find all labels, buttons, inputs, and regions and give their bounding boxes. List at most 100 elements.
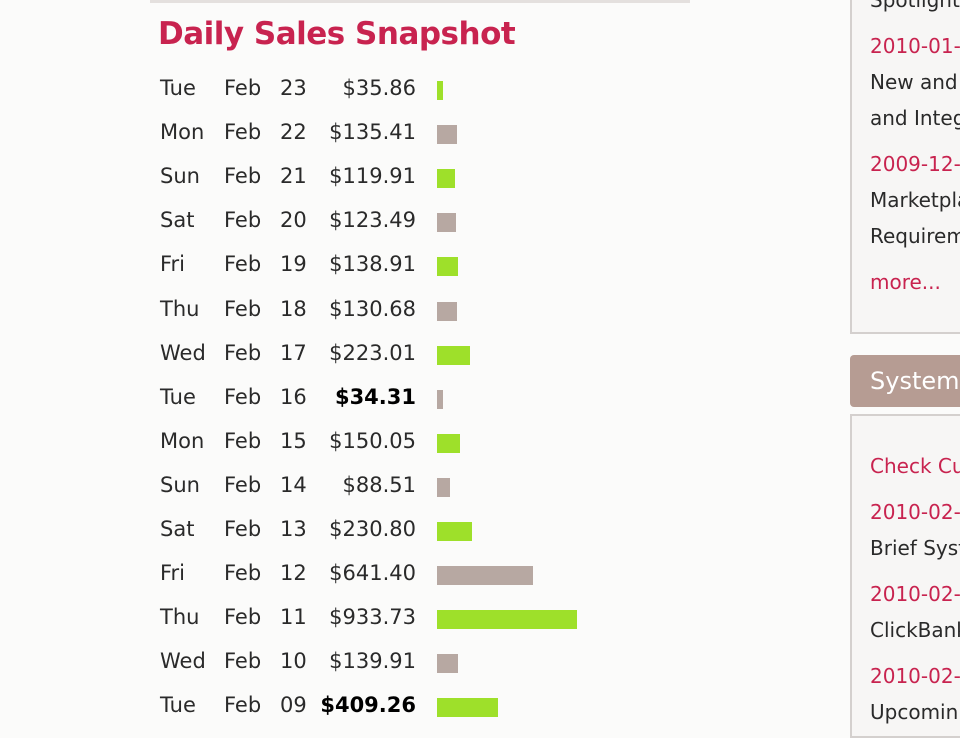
date: 09 xyxy=(280,693,307,718)
sales-row: Wed Feb 10 $139.91 xyxy=(160,649,610,679)
date: 11 xyxy=(280,605,307,630)
sales-bar xyxy=(437,566,534,586)
sidebar-link[interactable]: 2010-02- xyxy=(870,500,960,524)
date: 19 xyxy=(280,252,307,277)
sidebar-text: Marketpla xyxy=(870,188,960,212)
sales-row: Fri Feb 19 $138.91 xyxy=(160,252,610,282)
sales-row: Tue Feb 09 $409.26 xyxy=(160,693,610,723)
amount: $119.91 xyxy=(329,164,416,189)
date: 16 xyxy=(280,384,307,409)
amount: $34.31 xyxy=(334,384,416,409)
month: Feb xyxy=(224,693,262,718)
sales-bar xyxy=(437,389,443,409)
date: 20 xyxy=(280,208,307,233)
amount: $641.40 xyxy=(329,561,416,586)
amount: $139.91 xyxy=(329,649,416,674)
sales-row: Thu Feb 18 $130.68 xyxy=(160,297,610,327)
sales-row: Sat Feb 13 $230.80 xyxy=(160,517,610,547)
sales-row: Thu Feb 11 $933.73 xyxy=(160,605,610,635)
sidebar-text: Requirem xyxy=(870,224,960,248)
amount: $933.73 xyxy=(329,605,416,630)
page-title: Daily Sales Snapshot xyxy=(158,16,516,52)
date: 23 xyxy=(280,76,307,100)
day: Tue xyxy=(160,76,196,100)
date: 21 xyxy=(280,164,307,189)
day: Fri xyxy=(160,561,186,586)
sales-row: Tue Feb 23 $35.86 xyxy=(160,76,610,106)
amount: $123.49 xyxy=(329,208,416,233)
day: Wed xyxy=(160,340,206,365)
sidebar-link[interactable]: Check Cu xyxy=(870,454,960,478)
day: Thu xyxy=(160,605,200,630)
sales-bar xyxy=(437,477,451,497)
sales-row: Sun Feb 14 $88.51 xyxy=(160,473,610,503)
sales-bar xyxy=(437,125,458,145)
date: 12 xyxy=(280,561,307,586)
day: Sun xyxy=(160,164,200,189)
month: Feb xyxy=(224,605,262,630)
day: Tue xyxy=(160,384,196,409)
month: Feb xyxy=(224,428,262,453)
month: Feb xyxy=(224,76,262,100)
sales-bar xyxy=(437,345,471,365)
day: Sat xyxy=(160,208,195,233)
sales-bar xyxy=(437,654,458,674)
month: Feb xyxy=(224,472,262,497)
sidebar-link[interactable]: 2009-12- xyxy=(870,152,960,176)
sales-bar xyxy=(437,610,578,630)
month: Feb xyxy=(224,384,262,409)
day: Tue xyxy=(160,693,196,718)
day: Wed xyxy=(160,649,206,674)
amount: $130.68 xyxy=(329,296,416,321)
sales-bar xyxy=(437,522,472,541)
sales-row: Sat Feb 20 $123.49 xyxy=(160,208,610,238)
date: 17 xyxy=(280,340,307,365)
amount: $88.51 xyxy=(342,472,416,497)
day: Sat xyxy=(160,517,195,541)
month: Feb xyxy=(224,208,262,233)
sidebar-link[interactable]: 2010-02- xyxy=(870,582,960,606)
sales-row: Mon Feb 22 $135.41 xyxy=(160,120,610,150)
sidebar-text: Upcomin xyxy=(870,700,959,724)
sales-bar xyxy=(437,433,460,453)
sidebar-link[interactable]: 2010-01- xyxy=(870,34,960,58)
spotlight-panel: Spotlight 2010-01- New and and Integ 2009-12… xyxy=(850,0,960,334)
sales-bar xyxy=(437,213,456,233)
sales-bar xyxy=(437,301,457,321)
sales-bar xyxy=(437,257,458,277)
month: Feb xyxy=(224,164,262,189)
amount: $223.01 xyxy=(329,340,416,365)
date: 15 xyxy=(280,428,307,453)
day: Mon xyxy=(160,120,205,145)
system-header-label: System xyxy=(870,367,960,395)
amount: $150.05 xyxy=(329,428,416,453)
sales-row: Wed Feb 17 $223.01 xyxy=(160,341,610,371)
month: Feb xyxy=(224,296,262,321)
amount: $409.26 xyxy=(320,693,416,718)
date: 14 xyxy=(280,472,307,497)
month: Feb xyxy=(224,649,262,674)
system-panel-header[interactable]: System xyxy=(850,355,960,407)
sidebar-text: Spotlight xyxy=(870,0,960,12)
month: Feb xyxy=(224,517,262,541)
sidebar-link[interactable]: 2010-02- xyxy=(870,664,960,688)
date: 10 xyxy=(280,649,307,674)
day: Sun xyxy=(160,472,200,497)
amount: $230.80 xyxy=(329,517,416,541)
sidebar-link[interactable]: more... xyxy=(870,270,941,294)
sales-bar xyxy=(437,698,499,718)
day: Mon xyxy=(160,428,205,453)
sales-row: Fri Feb 12 $641.40 xyxy=(160,561,610,591)
day: Thu xyxy=(160,296,200,321)
sales-row: Tue Feb 16 $34.31 xyxy=(160,385,610,415)
date: 22 xyxy=(280,120,307,145)
sales-bar xyxy=(437,169,455,189)
date: 13 xyxy=(280,517,307,541)
month: Feb xyxy=(224,340,262,365)
sidebar-text: New and xyxy=(870,70,958,94)
day: Fri xyxy=(160,252,186,277)
sales-bar xyxy=(437,81,443,100)
system-panel: Check Cu 2010-02- Brief Syst 2010-02- ClickB… xyxy=(850,414,960,738)
sales-row: Sun Feb 21 $119.91 xyxy=(160,164,610,194)
amount: $138.91 xyxy=(329,252,416,277)
